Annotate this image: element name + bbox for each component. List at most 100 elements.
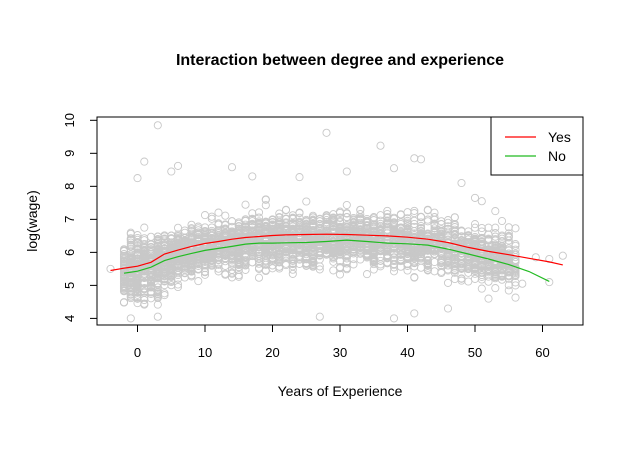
data-point <box>234 250 243 259</box>
data-point <box>430 267 439 276</box>
data-point <box>342 225 351 234</box>
data-point <box>389 314 399 323</box>
x-tick-label: 50 <box>468 345 482 360</box>
data-point <box>470 220 480 229</box>
data-point <box>322 221 331 230</box>
data-point <box>160 266 169 276</box>
data-point <box>295 173 304 182</box>
data-point <box>477 248 486 257</box>
data-point <box>504 281 513 290</box>
data-point <box>146 277 156 287</box>
y-tick-label: 8 <box>62 183 77 190</box>
data-point <box>477 284 486 293</box>
data-point <box>140 223 149 232</box>
data-point <box>146 282 156 291</box>
data-point <box>126 245 135 254</box>
data-point <box>477 265 486 274</box>
data-point <box>383 206 392 215</box>
data-point <box>423 266 432 275</box>
data-point <box>221 251 230 260</box>
legend-box <box>490 116 584 176</box>
data-point <box>227 265 237 274</box>
data-point <box>153 312 162 321</box>
data-point <box>153 290 162 299</box>
data-point <box>160 291 169 300</box>
x-tick-label: 0 <box>134 345 141 360</box>
data-point <box>491 223 500 232</box>
data-point <box>511 240 520 249</box>
data-point <box>261 195 270 204</box>
data-point <box>531 253 540 262</box>
data-point <box>281 221 291 230</box>
data-point <box>356 239 365 248</box>
data-point <box>288 269 297 278</box>
data-point <box>241 200 250 209</box>
data-point <box>383 244 392 253</box>
data-point <box>450 213 459 222</box>
data-point <box>430 219 439 228</box>
data-point <box>443 304 453 313</box>
data-point <box>450 268 459 277</box>
data-point <box>126 254 135 263</box>
data-point <box>126 234 135 243</box>
data-point <box>369 257 378 267</box>
data-point <box>295 229 304 238</box>
y-tick-label: 7 <box>62 216 77 223</box>
data-point <box>194 222 203 231</box>
data-point <box>167 167 176 176</box>
data-point <box>369 260 378 269</box>
data-point <box>315 217 324 226</box>
data-point <box>248 252 257 261</box>
data-point <box>356 210 365 219</box>
data-point <box>106 264 115 273</box>
data-point <box>200 250 210 259</box>
data-point <box>234 253 243 263</box>
data-point <box>268 230 277 239</box>
data-point <box>511 267 520 276</box>
data-point <box>254 257 264 266</box>
scatter-points <box>106 121 567 323</box>
data-point <box>356 248 365 257</box>
data-point <box>396 250 405 259</box>
data-point <box>491 284 500 293</box>
data-point <box>194 250 203 259</box>
data-point <box>416 212 426 221</box>
data-point <box>248 172 257 181</box>
data-point <box>261 266 270 276</box>
data-point <box>484 262 493 271</box>
data-point <box>194 236 203 245</box>
data-point <box>302 197 311 206</box>
data-point <box>248 226 257 235</box>
data-point <box>160 261 169 270</box>
data-point <box>275 217 284 226</box>
data-point <box>160 281 169 290</box>
data-point <box>261 245 270 254</box>
data-point <box>383 247 392 256</box>
data-point <box>322 128 331 137</box>
data-point <box>146 273 156 282</box>
data-point <box>153 232 162 241</box>
data-point <box>167 276 176 286</box>
data-point <box>329 210 338 219</box>
data-point <box>369 214 378 223</box>
data-point <box>518 279 527 288</box>
data-point <box>504 286 513 295</box>
data-point <box>477 270 486 280</box>
data-point <box>167 231 176 240</box>
data-point <box>450 259 459 269</box>
x-tick-label: 30 <box>333 345 347 360</box>
data-point <box>329 244 338 253</box>
data-point <box>140 241 149 250</box>
x-axis: 0 10 20 30 40 50 60 <box>134 324 550 360</box>
data-point <box>396 210 405 219</box>
data-point <box>173 161 183 170</box>
data-point <box>410 273 419 282</box>
data-point <box>383 216 392 225</box>
data-point <box>288 243 297 252</box>
data-point <box>275 209 284 218</box>
data-point <box>126 258 135 267</box>
data-point <box>511 293 520 302</box>
data-point <box>119 298 129 307</box>
data-point <box>281 232 291 241</box>
data-point <box>430 224 439 233</box>
